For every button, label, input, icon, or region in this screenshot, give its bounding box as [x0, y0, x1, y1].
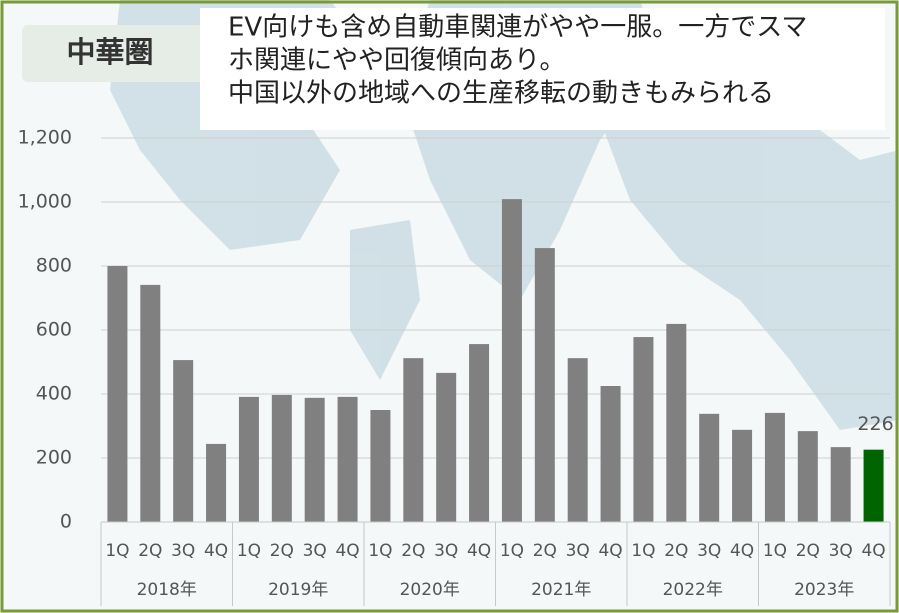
bar [107, 266, 128, 522]
bar [863, 449, 884, 522]
x-tick-label: 3Q [171, 541, 195, 561]
bar [699, 413, 720, 522]
x-tick-label: 4Q [861, 541, 885, 561]
bar [238, 396, 259, 522]
group-label: 2018年 [137, 580, 197, 600]
bar [797, 431, 818, 522]
y-tick-label: 0 [60, 511, 72, 533]
x-tick-label: 3Q [434, 541, 458, 561]
bar [173, 360, 194, 522]
x-tick-label: 2Q [664, 541, 688, 561]
x-tick-label: 1Q [631, 541, 655, 561]
annotation: 中国以外の地域への生産移転の動きもみられる [228, 79, 774, 109]
bar [830, 447, 851, 522]
x-tick-label: 3Q [829, 541, 853, 561]
x-tick-label: 4Q [335, 541, 359, 561]
group-label: 2020年 [400, 580, 460, 600]
x-tick-label: 4Q [730, 541, 754, 561]
group-label: 2022年 [663, 580, 723, 600]
data-label: 226 [857, 413, 893, 435]
bar [666, 323, 687, 522]
group-label: 2023年 [794, 580, 854, 600]
y-tick-label: 1,200 [18, 127, 72, 149]
bar [271, 394, 292, 522]
x-tick-label: 1Q [105, 541, 129, 561]
x-tick-label: 1Q [763, 541, 787, 561]
bar [469, 344, 490, 522]
bar [501, 199, 522, 522]
x-tick-label: 1Q [237, 541, 261, 561]
x-tick-label: 3Q [303, 541, 327, 561]
x-tick-label: 2Q [138, 541, 162, 561]
y-tick-label: 600 [36, 319, 72, 341]
bar [633, 337, 654, 522]
y-tick-label: 400 [36, 383, 72, 405]
bar [600, 386, 621, 522]
bar [304, 397, 325, 522]
x-tick-label: 2Q [270, 541, 294, 561]
bar [370, 410, 391, 522]
bar [403, 358, 424, 522]
y-tick-label: 1,000 [18, 191, 72, 213]
chart-title: 中華圏 [66, 35, 153, 69]
bar [764, 412, 785, 522]
bar [206, 443, 227, 522]
title-box [22, 25, 222, 82]
annotation-box [200, 8, 885, 130]
group-label: 2019年 [268, 580, 328, 600]
bar [337, 396, 358, 522]
x-tick-label: 4Q [598, 541, 622, 561]
annotation: ホ関連にやや回復傾向あり。 [228, 46, 565, 76]
x-tick-label: 3Q [566, 541, 590, 561]
x-tick-label: 4Q [204, 541, 228, 561]
bar [567, 358, 588, 522]
x-tick-label: 2Q [796, 541, 820, 561]
bar [140, 284, 161, 522]
x-tick-label: 4Q [467, 541, 491, 561]
x-tick-label: 1Q [500, 541, 524, 561]
y-tick-label: 200 [36, 447, 72, 469]
bar [732, 429, 753, 522]
x-tick-label: 2Q [533, 541, 557, 561]
y-tick-label: 800 [36, 255, 72, 277]
annotation: EV向けも含め自動車関連がやや一服。一方でスマ [228, 13, 807, 43]
x-tick-label: 1Q [368, 541, 392, 561]
x-tick-label: 3Q [697, 541, 721, 561]
bar [436, 372, 457, 522]
group-label: 2021年 [531, 580, 591, 600]
bar [534, 248, 555, 522]
x-tick-label: 2Q [401, 541, 425, 561]
